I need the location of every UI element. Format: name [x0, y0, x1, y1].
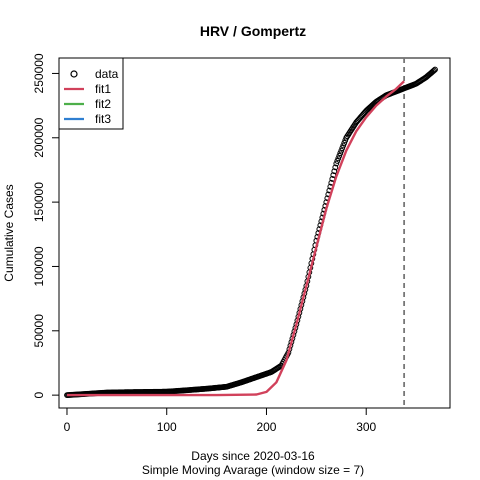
legend-box: [58, 57, 124, 130]
x-tick-label: 300: [356, 420, 376, 434]
y-tick-label: 100000: [32, 246, 46, 286]
data-point: [335, 155, 342, 162]
legend-marker-data: [70, 70, 78, 78]
data-point: [332, 164, 339, 171]
data-point: [338, 147, 345, 154]
y-tick-label: 0: [32, 391, 46, 398]
data-point: [331, 168, 338, 175]
data-point: [341, 140, 348, 146]
x-tick-label: 200: [256, 420, 276, 434]
x-axis-sublabel: Simple Moving Avarage (window size = 7): [142, 463, 364, 477]
data-point: [431, 67, 437, 74]
data-point: [336, 152, 343, 159]
y-tick-label: 250000: [32, 53, 46, 93]
data-point: [337, 150, 344, 157]
data-point: [432, 66, 438, 73]
plot-box: [58, 57, 451, 409]
y-axis-label: Cumulative Cases: [2, 184, 16, 281]
y-tick-label: 150000: [32, 182, 46, 222]
legend-label-fit3: fit3: [95, 112, 111, 126]
legend-label-fit1: fit1: [95, 82, 111, 96]
y-tick-label: 50000: [32, 314, 46, 348]
plot-area: [64, 58, 438, 408]
legend-label-data: data: [95, 67, 119, 81]
series-fit1-line: [67, 80, 405, 397]
data-point: [333, 160, 340, 167]
data-point: [340, 142, 347, 149]
data-point: [339, 145, 346, 151]
data-point: [334, 158, 341, 164]
y-tick-label: 200000: [32, 117, 46, 157]
x-axis: 0 100 200 300: [64, 408, 377, 434]
chart-title: HRV / Gompertz: [200, 23, 306, 39]
x-tick-label: 100: [157, 420, 177, 434]
x-tick-label: 0: [64, 420, 71, 434]
legend-label-fit2: fit2: [95, 97, 111, 111]
y-axis: 0 50000 100000 150000 200000 250000: [32, 53, 59, 398]
x-axis-label: Days since 2020-03-16: [191, 449, 315, 463]
